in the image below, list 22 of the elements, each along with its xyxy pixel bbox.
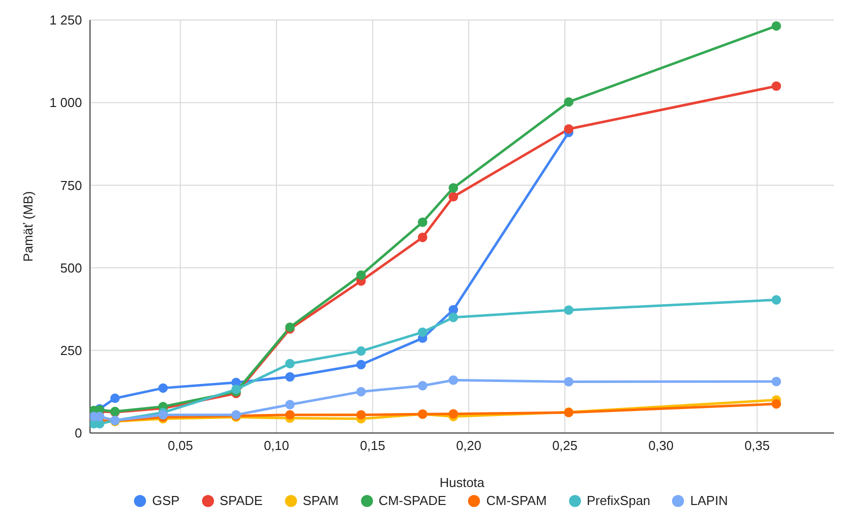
x-tick-label: 0,15 — [360, 438, 386, 454]
x-tick-label: 0,30 — [648, 438, 674, 454]
x-tick-label: 0,10 — [264, 438, 290, 454]
legend-label: CM-SPADE — [378, 493, 446, 508]
legend-label: CM-SPAM — [485, 493, 547, 508]
y-tick-label: 250 — [60, 343, 82, 358]
x-tick-label: 0,20 — [456, 438, 482, 454]
x-tick-label: 0,25 — [552, 438, 578, 454]
x-tick-label: 0,05 — [168, 438, 194, 454]
legend-label: PrefixSpan — [586, 493, 650, 508]
legend-label: SPADE — [218, 493, 263, 508]
legend-label: LAPIN — [689, 493, 728, 508]
y-tick-label: 1 000 — [49, 95, 82, 110]
x-tick-label: 0,35 — [744, 438, 770, 454]
y-tick-label: 500 — [60, 260, 82, 276]
y-tick-label: 0 — [74, 426, 82, 441]
y-tick-label: 1 250 — [49, 12, 82, 28]
legend-label: GSP — [151, 493, 180, 508]
y-tick-label: 750 — [60, 178, 82, 193]
y-axis-title: Pamäť (MB) — [20, 191, 36, 262]
x-axis-title: Hustota — [440, 475, 486, 490]
legend-label: SPAM — [302, 493, 339, 508]
